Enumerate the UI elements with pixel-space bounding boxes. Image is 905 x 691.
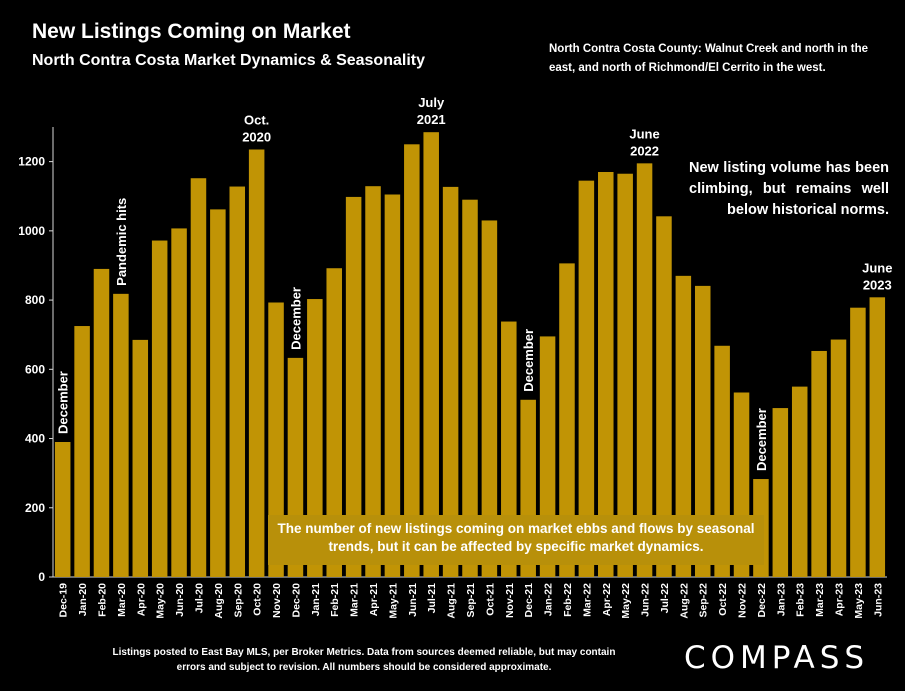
x-tick-label: Nov-21 <box>504 583 516 618</box>
x-tick-label: Nov-20 <box>271 583 283 618</box>
bar <box>74 326 90 577</box>
x-tick-label: Mar-21 <box>349 583 361 617</box>
bar <box>850 308 866 577</box>
x-tick-label: Dec-21 <box>523 583 535 618</box>
bar-annotation: December <box>754 408 769 471</box>
x-tick-label: Jan-21 <box>310 583 322 616</box>
bar <box>423 132 439 577</box>
x-tick-label: Jul-22 <box>659 583 671 614</box>
x-tick-label: May-22 <box>620 583 632 619</box>
bar <box>811 351 827 577</box>
bar <box>191 178 207 577</box>
bar <box>55 442 71 577</box>
bar <box>229 187 245 577</box>
bar <box>113 294 129 577</box>
bar-annotation: 2023 <box>863 277 892 292</box>
y-tick-label: 400 <box>25 432 45 446</box>
x-tick-label: Feb-22 <box>562 583 574 617</box>
y-tick-label: 800 <box>25 293 45 307</box>
trend-annotation: New listing volume has been climbing, bu… <box>689 158 889 221</box>
bar-chart: 0 200 400 600 800 1000 1200 Dec-19 Jan-20 Feb-20 M… <box>0 0 905 691</box>
x-tick-label: Sep-20 <box>232 583 244 618</box>
bar <box>152 241 168 577</box>
bar-annotation: Pandemic hits <box>114 198 129 286</box>
bar <box>792 387 808 577</box>
x-tick-label: Mar-23 <box>814 583 826 617</box>
x-tick-label: Apr-21 <box>368 583 380 616</box>
x-tick-label: Nov-22 <box>737 583 749 618</box>
bar-annotation: December <box>56 371 71 434</box>
x-tick-label: Feb-20 <box>96 583 108 617</box>
x-tick-label: Oct-21 <box>484 583 496 616</box>
y-tick-label: 1000 <box>18 224 45 238</box>
bar-annotation: December <box>521 329 536 392</box>
bar <box>94 269 110 577</box>
x-tick-label: Dec-20 <box>290 583 302 618</box>
y-tick-label: 200 <box>25 501 45 515</box>
source-footnote: Listings posted to East Bay MLS, per Bro… <box>104 645 624 675</box>
x-tick-label: Apr-20 <box>135 583 147 616</box>
bar-annotation: Oct. <box>244 113 269 128</box>
x-tick-label: Aug-20 <box>213 583 225 619</box>
x-tick-label: Jul-21 <box>426 583 438 614</box>
bar-annotation: June <box>862 260 892 275</box>
y-tick-label: 600 <box>25 362 45 376</box>
x-tick-label: Dec-19 <box>58 583 70 618</box>
x-tick-label: Jun-22 <box>640 583 652 617</box>
bar-annotation: July <box>418 95 445 110</box>
x-tick-label: May-23 <box>853 583 865 619</box>
x-tick-label: Apr-22 <box>601 583 613 616</box>
x-tick-label: Sep-21 <box>465 583 477 618</box>
x-tick-label: Sep-22 <box>698 583 710 618</box>
bar-annotation: December <box>288 287 303 350</box>
x-tick-label: Feb-21 <box>329 583 341 617</box>
compass-logo: COMPASS <box>684 640 869 676</box>
x-tick-label: Dec-22 <box>756 583 768 618</box>
x-tick-label: Jun-21 <box>407 583 419 617</box>
bar <box>249 150 265 578</box>
bar <box>870 297 886 577</box>
x-tick-label: Jun-23 <box>872 583 884 617</box>
bar-annotation: 2021 <box>417 112 446 127</box>
x-tick-label: Jan-22 <box>543 583 555 616</box>
x-tick-label: Feb-23 <box>795 583 807 617</box>
x-tick-label: Oct-20 <box>252 583 264 616</box>
bar <box>831 340 847 577</box>
x-tick-label: Jun-20 <box>174 583 186 617</box>
bar <box>210 209 226 577</box>
x-tick-label: Mar-22 <box>581 583 593 617</box>
x-tick-label: Jan-20 <box>77 583 89 616</box>
x-tick-label: Aug-22 <box>678 583 690 619</box>
bar <box>171 228 187 577</box>
bar <box>133 340 149 577</box>
y-tick-label: 0 <box>38 570 45 584</box>
x-tick-label: Mar-20 <box>116 583 128 617</box>
x-tick-label: Jul-20 <box>193 583 205 614</box>
x-tick-label: Aug-21 <box>446 583 458 619</box>
x-tick-label: May-21 <box>387 583 399 619</box>
bar <box>404 144 420 577</box>
x-tick-label: Jan-23 <box>775 583 787 616</box>
bar-annotation: June <box>629 126 659 141</box>
x-tick-label: Oct-22 <box>717 583 729 616</box>
x-tick-label: Apr-23 <box>834 583 846 616</box>
bar <box>773 408 789 577</box>
bar-annotation: 2020 <box>242 130 271 145</box>
seasonality-callout-box: The number of new listings coming on mar… <box>268 515 764 565</box>
x-tick-label: May-20 <box>155 583 167 619</box>
bar-annotation: 2022 <box>630 143 659 158</box>
y-tick-label: 1200 <box>18 155 45 169</box>
